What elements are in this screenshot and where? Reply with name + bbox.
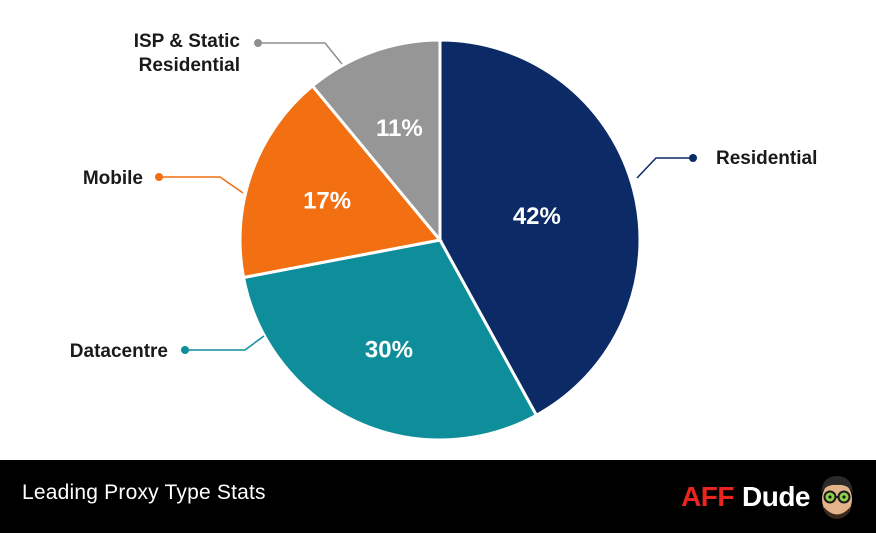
brand-aff-text: AFF (681, 481, 734, 512)
pie-slice-residential (438, 38, 642, 418)
leader-dot (181, 346, 189, 354)
leaders-layer (155, 39, 697, 354)
footer-bar: Leading Proxy Type Stats AFF Dude (0, 460, 876, 533)
leader-dot (689, 154, 697, 162)
slice-value-label: 42% (513, 203, 561, 230)
leader-line (159, 176, 244, 194)
leader-dot (155, 173, 163, 181)
leader-line (636, 157, 693, 179)
slice-value-label: 11% (376, 115, 423, 142)
slice-value-label: 17% (303, 187, 351, 214)
leader-line (185, 335, 265, 351)
pie-slice-isp-static-residential (310, 38, 442, 245)
pie-chart: 42% Residential 30% Datacentre 17% Mobile 11% I… (70, 31, 818, 442)
category-label: Mobile (83, 168, 143, 189)
slices-layer (238, 38, 642, 442)
category-label: ISP & Static Residential (134, 31, 241, 76)
brand-logo: AFF Dude (681, 470, 858, 524)
labels-layer: 42% Residential 30% Datacentre 17% Mobile 11% I… (70, 31, 818, 364)
dude-avatar-icon (821, 476, 853, 519)
leader-line (258, 42, 343, 65)
brand-dude-text: Dude (742, 481, 811, 512)
chart-area: 42% Residential 30% Datacentre 17% Mobile 11% I… (69, 31, 818, 442)
category-label: Residential (716, 148, 817, 169)
category-label: Datacentre (70, 341, 168, 362)
leader-dot (254, 39, 262, 47)
pie-slice-mobile (238, 83, 443, 280)
footer-title: Leading Proxy Type Stats (22, 481, 266, 504)
slice-value-label: 30% (365, 337, 413, 364)
pie-slice-datacentre (241, 238, 539, 442)
